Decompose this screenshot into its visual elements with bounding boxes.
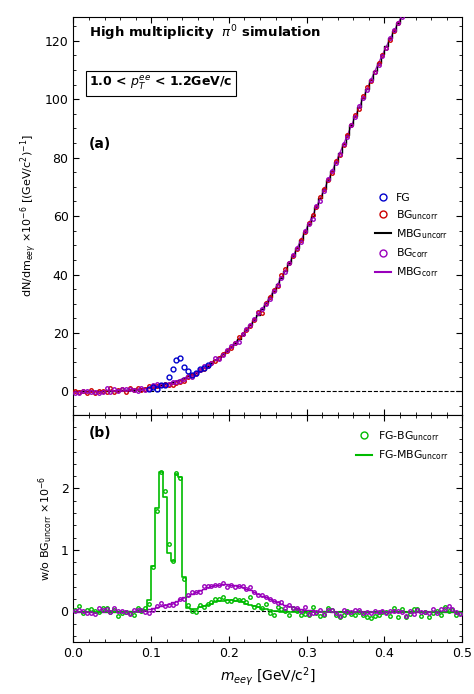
Y-axis label: dN/dm$_{ee\gamma}$ $\times10^{-6}$ [(GeV/c$^2$)$^{-1}$]: dN/dm$_{ee\gamma}$ $\times10^{-6}$ [(GeV… — [18, 135, 39, 298]
Text: High multiplicity  $\pi^0$ simulation: High multiplicity $\pi^0$ simulation — [89, 24, 321, 43]
Text: (a): (a) — [89, 137, 111, 151]
Text: 1.0 < $p_T^{ee}$ < 1.2GeV/c: 1.0 < $p_T^{ee}$ < 1.2GeV/c — [89, 75, 232, 92]
Legend: FG-BG$_{\rm uncorr}$, FG-MBG$_{\rm uncorr}$: FG-BG$_{\rm uncorr}$, FG-MBG$_{\rm uncor… — [352, 425, 453, 466]
Legend: FG, BG$_{\rm uncorr}$, MBG$_{\rm uncorr}$, BG$_{\rm corr}$, MBG$_{\rm corr}$: FG, BG$_{\rm uncorr}$, MBG$_{\rm uncorr}… — [370, 188, 453, 284]
X-axis label: $m_{ee\gamma}$ [GeV/c$^2$]: $m_{ee\gamma}$ [GeV/c$^2$] — [220, 666, 316, 688]
Y-axis label: w/o BG$_{\rm uncorr}$ $\times10^{-6}$: w/o BG$_{\rm uncorr}$ $\times10^{-6}$ — [36, 476, 55, 581]
Text: (b): (b) — [89, 426, 112, 440]
